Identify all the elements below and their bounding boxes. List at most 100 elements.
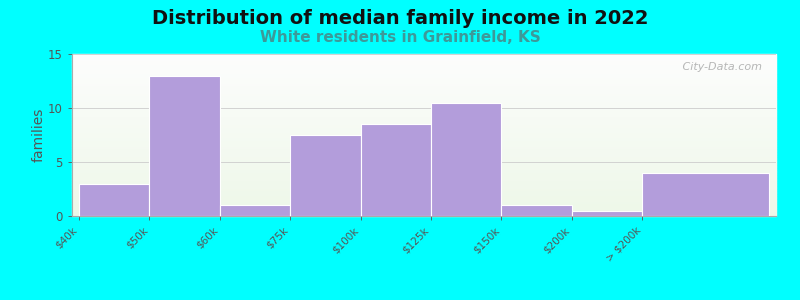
Bar [72, 109, 776, 111]
Bar [150, 76, 220, 216]
Bar [72, 140, 776, 142]
Bar [72, 69, 776, 70]
Bar [72, 83, 776, 85]
Bar [72, 127, 776, 128]
Bar [72, 167, 776, 169]
Bar [72, 122, 776, 124]
Bar [72, 57, 776, 59]
Bar [72, 161, 776, 163]
Bar [72, 74, 776, 75]
Bar [72, 151, 776, 153]
Bar [72, 201, 776, 203]
Bar [72, 182, 776, 184]
Bar [72, 67, 776, 69]
Bar [72, 61, 776, 62]
Bar [72, 154, 776, 156]
Bar [72, 169, 776, 171]
Bar [72, 116, 776, 117]
Bar [72, 91, 776, 93]
Bar [72, 192, 776, 193]
Bar [72, 150, 776, 151]
Bar [72, 99, 776, 101]
Bar [72, 198, 776, 200]
Bar [72, 93, 776, 94]
Bar [72, 120, 776, 122]
Bar [72, 85, 776, 86]
Bar [72, 130, 776, 132]
Bar [72, 188, 776, 190]
Bar [72, 114, 776, 116]
Bar [72, 145, 776, 146]
Bar [72, 187, 776, 188]
Bar [72, 214, 776, 216]
Bar [72, 117, 776, 119]
Bar [72, 164, 776, 166]
Bar [72, 86, 776, 88]
Y-axis label: families: families [31, 108, 46, 162]
Bar [72, 54, 776, 56]
Bar [72, 80, 776, 82]
Bar [72, 195, 776, 196]
Bar [72, 142, 776, 143]
Bar [72, 70, 776, 72]
Bar [72, 96, 776, 98]
Bar [72, 107, 776, 109]
Text: Distribution of median family income in 2022: Distribution of median family income in … [152, 9, 648, 28]
Bar [72, 177, 776, 179]
Bar [72, 72, 776, 74]
Bar [72, 98, 776, 99]
Bar [72, 206, 776, 208]
Bar [72, 200, 776, 201]
Bar [72, 172, 776, 174]
Bar [72, 106, 776, 107]
Bar [72, 59, 776, 61]
Bar [72, 146, 776, 148]
Bar [72, 176, 776, 177]
Bar [72, 62, 776, 64]
Bar [72, 209, 776, 211]
Bar [79, 184, 150, 216]
Bar [72, 125, 776, 127]
Bar [72, 193, 776, 195]
Bar [72, 211, 776, 213]
Bar [72, 111, 776, 112]
Bar [642, 173, 769, 216]
Bar [72, 184, 776, 185]
Bar [290, 135, 361, 216]
Bar [72, 119, 776, 120]
Bar [72, 163, 776, 164]
Bar [72, 196, 776, 198]
Bar [72, 132, 776, 134]
Bar [72, 159, 776, 161]
Bar [72, 190, 776, 192]
Bar [220, 205, 290, 216]
Bar [72, 174, 776, 176]
Bar [72, 180, 776, 182]
Bar [502, 205, 572, 216]
Bar [72, 135, 776, 136]
Bar [72, 65, 776, 67]
Bar [72, 56, 776, 57]
Text: White residents in Grainfield, KS: White residents in Grainfield, KS [260, 30, 540, 45]
Bar [72, 205, 776, 206]
Bar [431, 103, 502, 216]
Bar [72, 156, 776, 158]
Bar [72, 82, 776, 83]
Bar [72, 171, 776, 172]
Bar [72, 88, 776, 90]
Bar [72, 185, 776, 187]
Bar [72, 166, 776, 167]
Bar [72, 136, 776, 138]
Bar [72, 179, 776, 180]
Bar [72, 94, 776, 96]
Bar [72, 213, 776, 214]
Bar [72, 158, 776, 159]
Bar [72, 90, 776, 91]
Bar [72, 148, 776, 150]
Bar [72, 203, 776, 205]
Bar [72, 78, 776, 80]
Text: City-Data.com: City-Data.com [679, 62, 762, 72]
Bar [572, 211, 642, 216]
Bar [72, 103, 776, 104]
Bar [72, 75, 776, 77]
